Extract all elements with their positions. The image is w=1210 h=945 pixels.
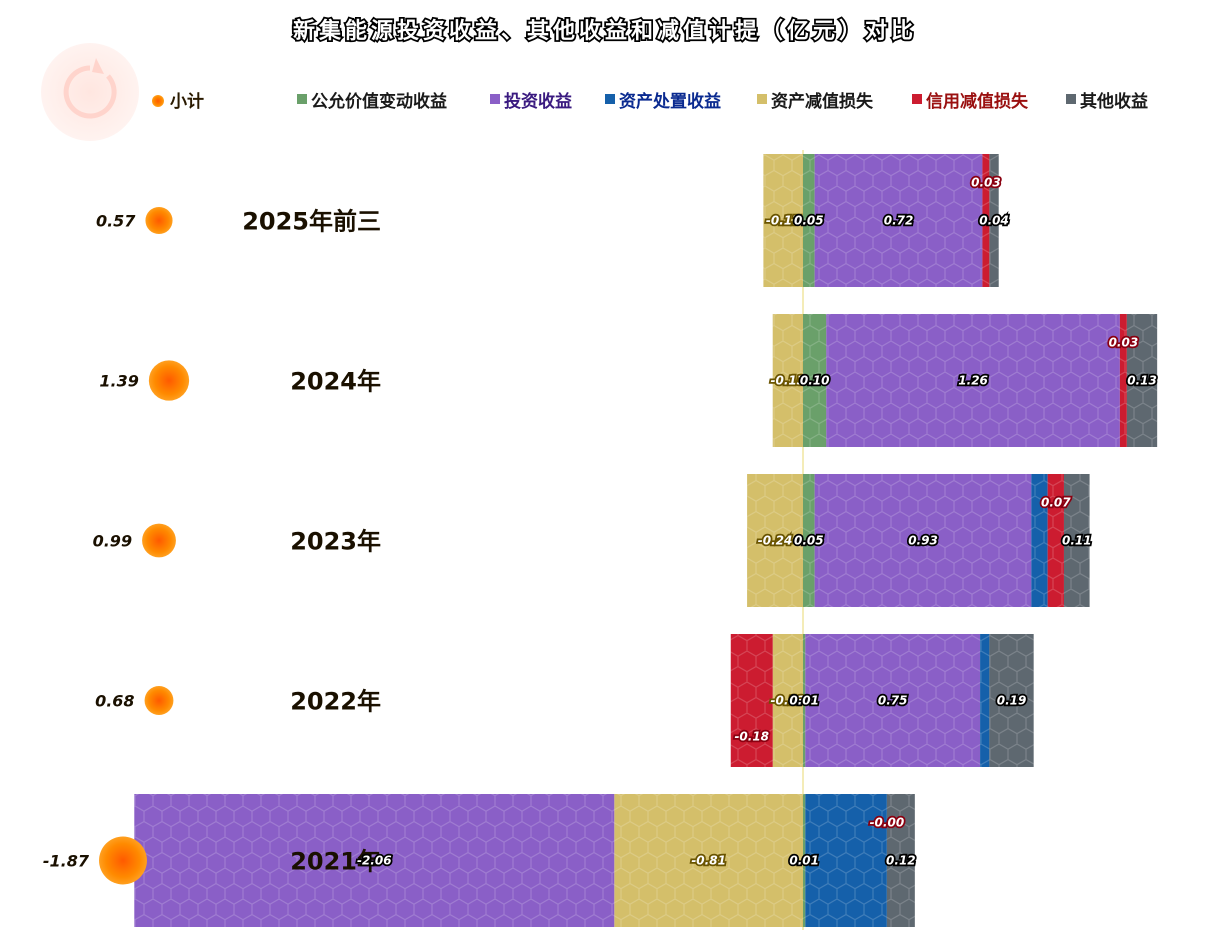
bar-segment[interactable] [803,474,815,607]
segment-value-label: -2.06 [357,854,392,868]
segment-value-label: 0.05 [794,214,824,228]
bar-segment[interactable] [803,794,806,927]
subtotal-markers: 0.57 1.39 0.99 0.68 -1.87 [42,206,190,885]
legend-swatch [1066,94,1076,104]
legend-item-5[interactable]: 信用减值损失 [912,90,1030,113]
category-label: 2021年 [290,848,381,876]
category-label: 2024年 [290,368,381,396]
legend-swatch [912,94,922,104]
legend-swatch [605,94,615,104]
subtotal-dot[interactable] [145,206,173,235]
segment-value-label: -0.00 [870,816,905,830]
segment-value-label: 0.13 [1127,374,1157,388]
subtotal-dot[interactable] [148,360,190,401]
bar-segment[interactable] [826,314,1120,447]
subtotal-dot[interactable] [144,686,174,715]
segment-value-label: 0.10 [800,374,830,388]
segment-value-label: -0.18 [734,730,769,744]
segment-labels: -0.170.05 0.720.030.04-0.130.10 1.260.030.… [355,174,1158,870]
legend-label: 投资收益 [504,91,572,112]
segment-value-label: 0.72 [884,214,914,228]
legend-item-6[interactable]: 其他收益 [1066,90,1149,113]
subtotal-dot[interactable] [99,836,147,885]
segment-value-label: 0.07 [1041,496,1071,510]
segment-value-label: 0.75 [878,694,908,708]
legend-item-3[interactable]: 资产处置收益 [605,90,722,113]
bars-layer [134,154,1158,927]
segment-value-label: 0.01 [789,694,819,708]
bar-segment[interactable] [814,474,1032,607]
segment-value-label: 0.12 [886,854,916,868]
bar-segment[interactable] [803,634,806,767]
bar-segment[interactable] [772,314,803,447]
segment-value-label: -0.13 [771,374,806,388]
legend: 公允价值变动收益 投资收益 资产处置收益 资产减值损失 信用减值损失 其他收益 [297,90,1149,113]
legend-swatch [757,94,767,104]
legend-label: 资产处置收益 [619,91,721,112]
bar-segment[interactable] [772,634,803,767]
segment-value-label: 0.01 [789,854,819,868]
segment-value-label: 0.11 [1062,534,1092,548]
bar-segment[interactable] [989,154,999,287]
segment-value-label: 0.93 [908,534,938,548]
bar-segment[interactable] [805,794,887,927]
segment-value-label: -0.24 [758,534,793,548]
bar-segment[interactable] [1119,314,1127,447]
bar-segment[interactable] [134,794,615,927]
subtotal-value: 0.68 [95,692,134,711]
category-label: 2022年 [290,688,381,716]
legend-label: 其他收益 [1080,91,1148,112]
legend-subtotal-marker [152,95,164,107]
legend-item-2[interactable]: 投资收益 [490,90,573,113]
bar-segment[interactable] [747,474,803,607]
bar-segment[interactable] [1047,474,1064,607]
subtotal-value: 0.57 [96,212,136,231]
bar-segment[interactable] [614,794,803,927]
segment-value-label: -0.81 [691,854,726,868]
legend-item-1[interactable]: 公允价值变动收益 [297,90,448,113]
segment-value-label: 0.19 [997,694,1027,708]
bar-segment[interactable] [886,794,915,927]
legend-swatch [297,94,307,104]
segment-value-label: -0.17 [766,214,801,228]
bar-segment[interactable] [982,154,990,287]
category-labels: 2025年前三 2024年 2023年 2022年 2021年 [242,208,381,876]
segment-value-label: 0.05 [794,534,824,548]
legend-label: 资产减值损失 [771,91,874,112]
bar-segment[interactable] [803,154,815,287]
bar-segment[interactable] [803,314,827,447]
watermark-logo [41,43,139,141]
subtotal-value: 1.39 [99,372,138,391]
legend-item-4[interactable]: 资产减值损失 [757,90,875,113]
bar-segment[interactable] [814,154,983,287]
bar-segment[interactable] [805,634,981,767]
segment-value-label: 0.03 [1109,336,1139,350]
bar-segment[interactable] [980,634,990,767]
legend-label: 信用减值损失 [926,91,1029,112]
category-label: 2023年 [290,528,381,556]
bar-segment[interactable] [730,634,773,767]
chart-title: 新集能源投资收益、其他收益和减值计提（亿元）对比 [293,18,917,44]
segment-value-label: -0.13 [771,694,806,708]
bar-segment[interactable] [763,154,803,287]
bar-segment[interactable] [1126,314,1158,447]
segment-value-label: 1.26 [958,374,988,388]
legend-subtotal-label: 小计 [170,91,204,112]
legend-label: 公允价值变动收益 [311,91,447,112]
bar-segment[interactable] [989,634,1034,767]
legend-swatch [490,94,500,104]
segment-value-label: 0.04 [979,214,1009,228]
category-label: 2025年前三 [242,208,381,236]
bar-segment[interactable] [1063,474,1090,607]
subtotal-dot[interactable] [142,523,176,558]
segment-value-label: 0.03 [971,176,1001,190]
bar-segment[interactable] [1031,474,1048,607]
subtotal-value: 0.99 [93,532,132,551]
subtotal-value: -1.87 [43,852,90,871]
legend-subtotal[interactable]: 小计 [152,90,205,113]
